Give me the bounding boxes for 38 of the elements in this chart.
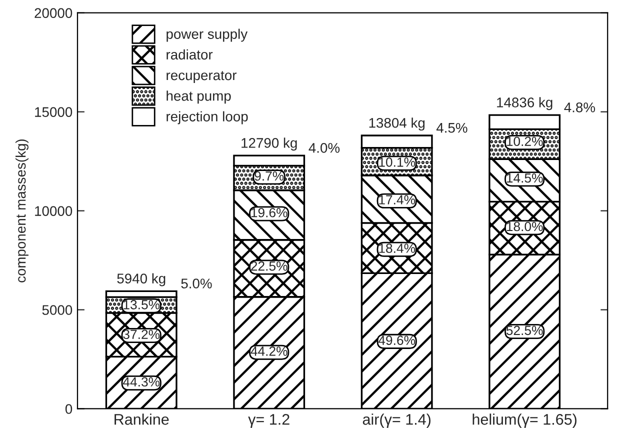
- x-tick-label: helium(γ= 1.65): [472, 414, 576, 428]
- annotation: 19.6%: [251, 208, 288, 218]
- legend-label: rejection loop: [166, 111, 248, 124]
- total-label: 5940 kg: [117, 273, 166, 286]
- legend-label: heat pump: [166, 90, 231, 104]
- legend-label: recuperator: [166, 71, 237, 83]
- annotation: 4.8%: [564, 102, 596, 112]
- annotation: 44.2%: [250, 346, 288, 356]
- total-label: 14836 kg: [497, 97, 552, 110]
- legend-label: radiator: [166, 49, 213, 60]
- annotation: 44.3%: [122, 377, 160, 387]
- x-tick-label: air(γ= 1.4): [362, 414, 430, 428]
- annotation: 13.5%: [124, 300, 160, 310]
- y-tick-label: 20000: [34, 8, 72, 18]
- annotation: 37.2%: [123, 330, 160, 340]
- y-axis-title: component masses(kg): [16, 139, 28, 282]
- legend-label: power supply: [166, 28, 248, 42]
- y-tick-label: 5000: [42, 305, 72, 315]
- x-tick-label: Rankine: [114, 414, 169, 425]
- annotation: 14.5%: [506, 173, 543, 183]
- annotation: 10.2%: [506, 136, 543, 146]
- y-tick-label: 10000: [35, 206, 72, 216]
- annotation: 18.0%: [506, 222, 543, 232]
- y-tick-label: 15000: [35, 107, 72, 117]
- annotation: 17.4%: [379, 195, 416, 204]
- x-tick-label: γ= 1.2: [248, 414, 290, 428]
- annotation: 49.6%: [378, 336, 416, 345]
- annotation: 22.5%: [251, 261, 288, 271]
- total-label: 13804 kg: [369, 118, 425, 131]
- annotation: 18.4%: [379, 244, 416, 253]
- annotation: 4.0%: [308, 142, 340, 153]
- annotation: 10.1%: [379, 157, 416, 167]
- total-label: 12790 kg: [242, 138, 297, 151]
- annotation: 4.5%: [436, 122, 468, 133]
- annotation: 5.0%: [181, 278, 212, 288]
- annotation: 52.5%: [506, 326, 543, 336]
- annotation: 9.7%: [254, 171, 284, 181]
- y-tick-label: 0: [65, 404, 72, 414]
